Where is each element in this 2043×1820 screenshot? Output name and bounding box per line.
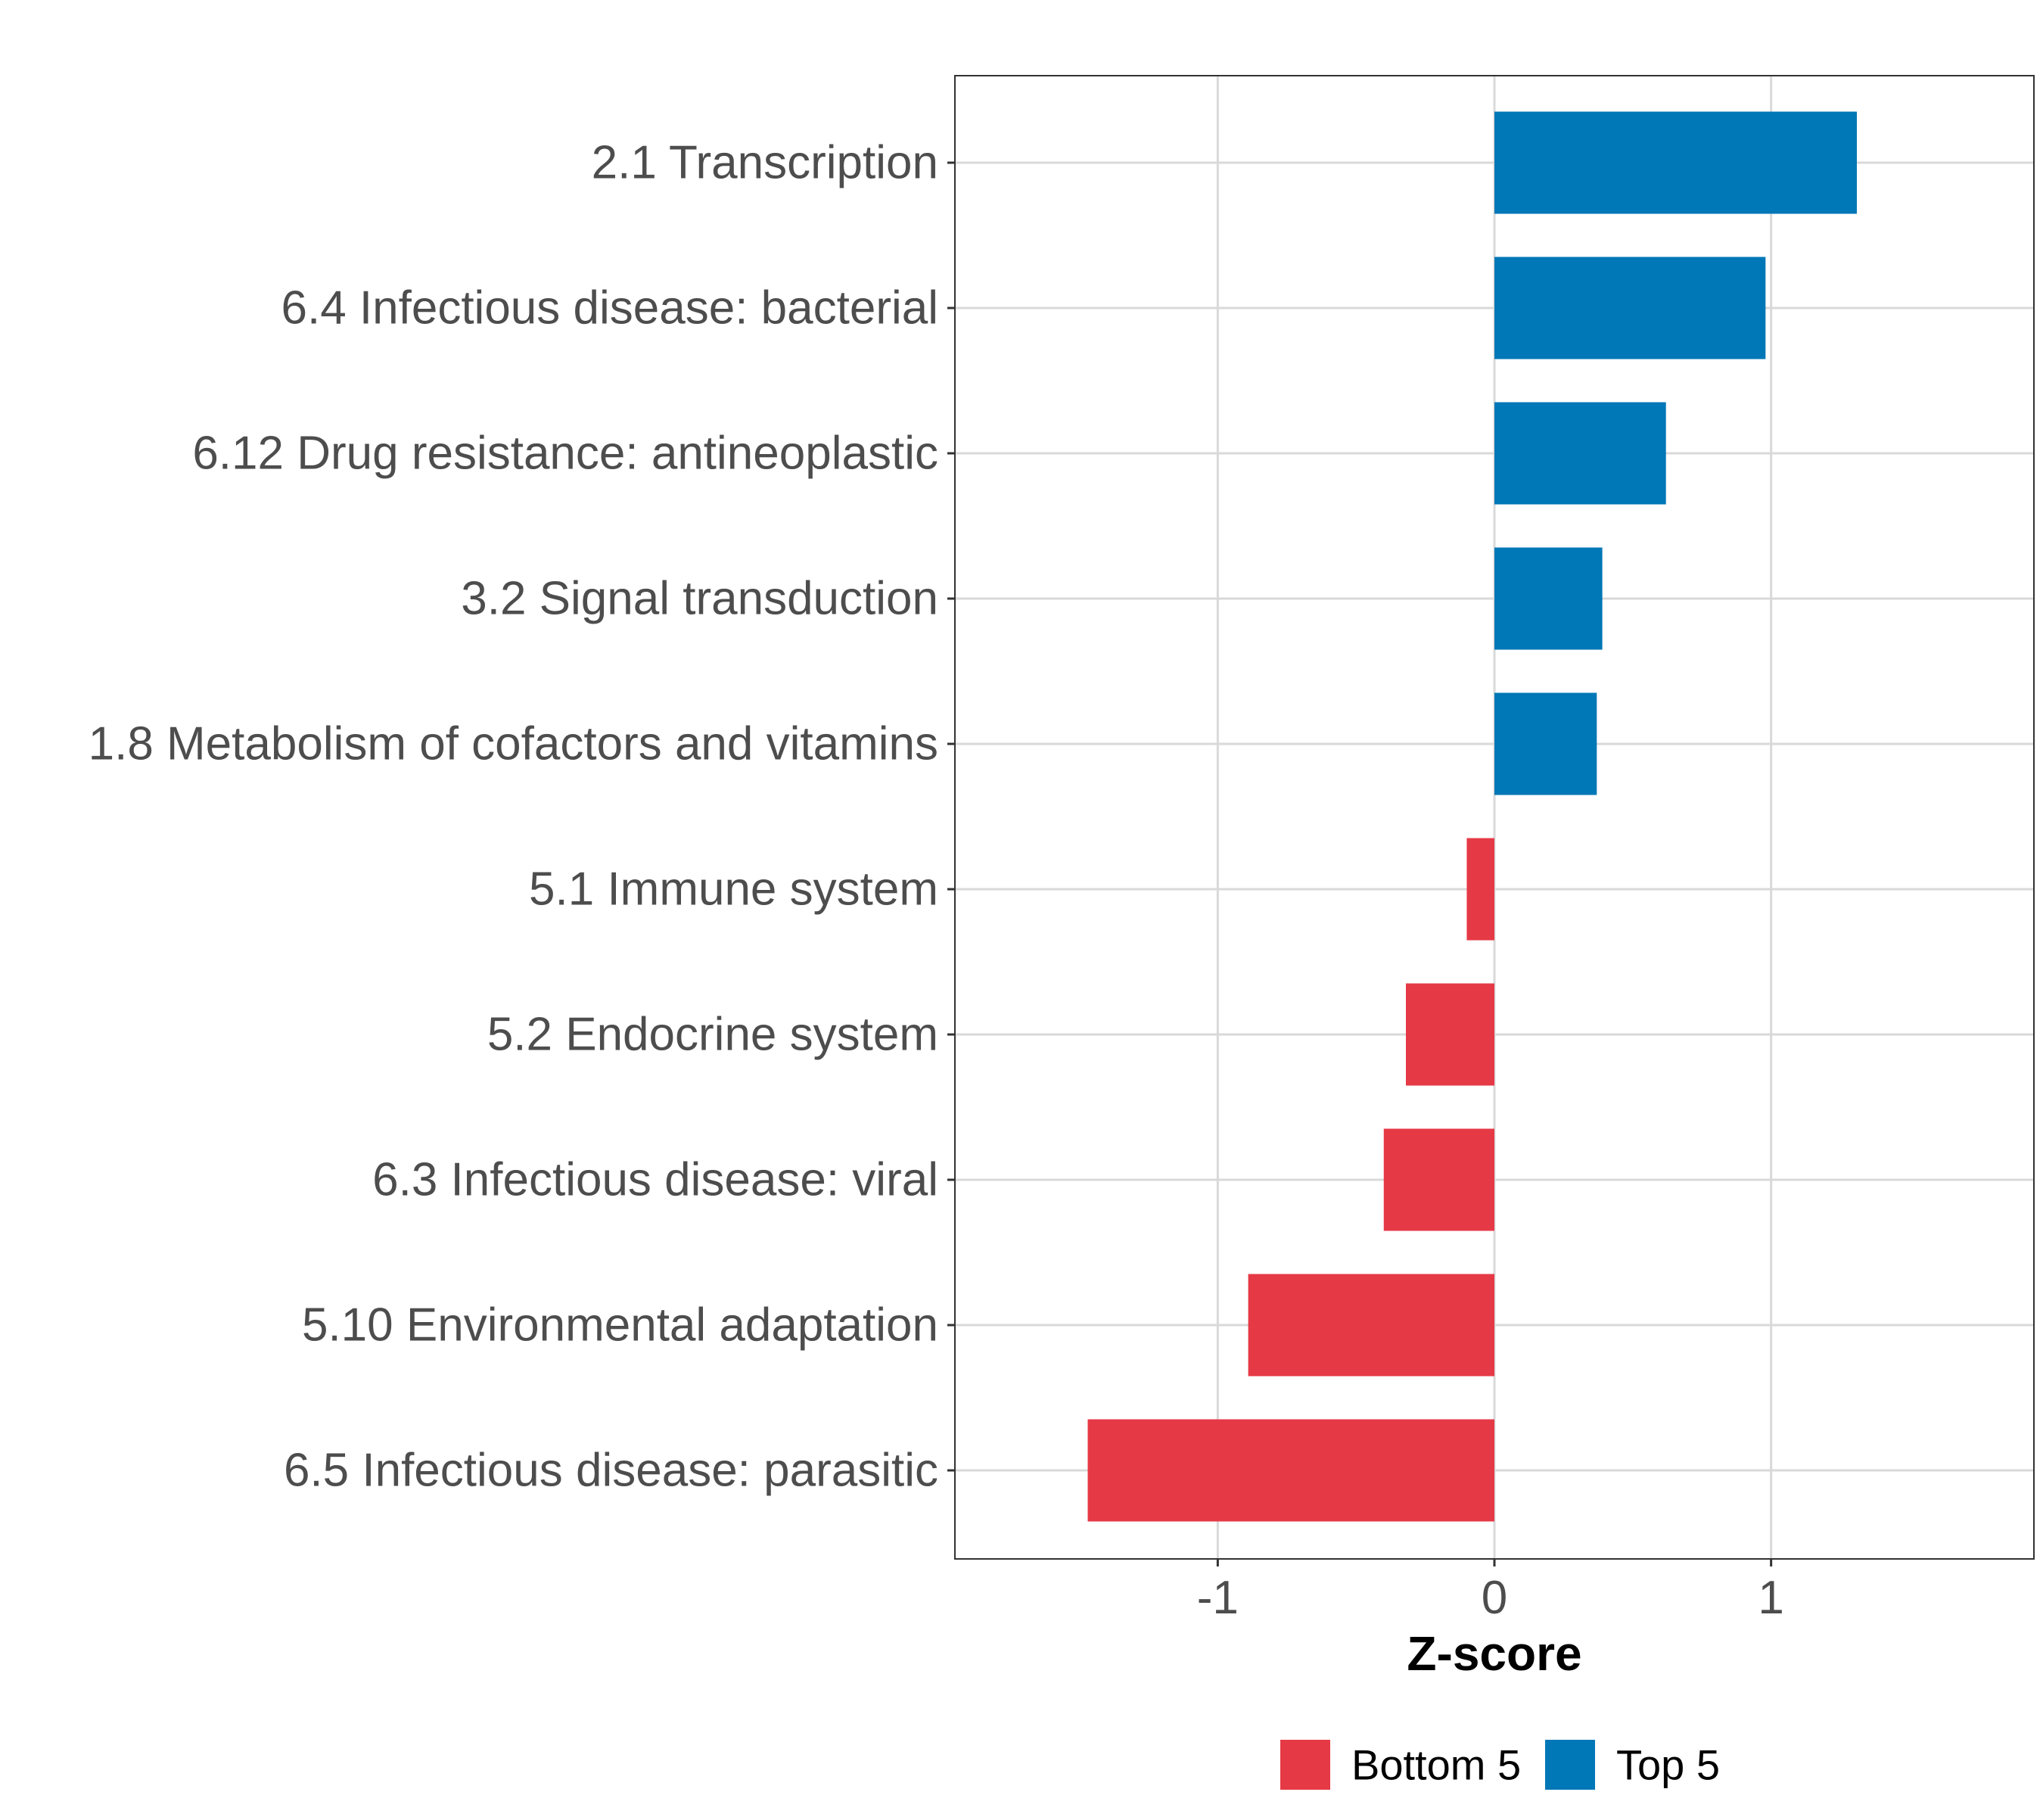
legend-key-2 xyxy=(1545,1740,1595,1790)
x-axis-title: Z-score xyxy=(1407,1626,1581,1681)
bar-5 xyxy=(1494,692,1597,795)
y-tick-label-4: 3.2 Signal transduction xyxy=(461,573,938,625)
bar-7 xyxy=(1405,983,1494,1086)
legend-key-1 xyxy=(1280,1740,1330,1790)
legend-label-2: Top 5 xyxy=(1616,1741,1720,1789)
bar-10 xyxy=(1087,1419,1494,1522)
x-tick-label-0: -1 xyxy=(1197,1572,1239,1624)
y-tick-label-10: 6.5 Infectious disease: parasitic xyxy=(284,1445,938,1497)
y-tick-label-6: 5.1 Immune system xyxy=(529,863,938,916)
x-tick-label-1: 0 xyxy=(1482,1572,1507,1624)
x-axis: -1 0 1 xyxy=(1197,1559,1784,1624)
y-tick-label-9: 5.10 Environmental adaptation xyxy=(302,1299,938,1352)
bar-9 xyxy=(1248,1274,1494,1377)
bar-6 xyxy=(1466,838,1494,941)
legend-label-1: Bottom 5 xyxy=(1351,1741,1521,1789)
y-tick-label-2: 6.4 Infectious disease: bacterial xyxy=(281,282,938,334)
y-axis: 2.1 Transcription 6.4 Infectious disease:… xyxy=(89,137,955,1497)
y-tick-label-7: 5.2 Endocrine system xyxy=(487,1009,938,1061)
y-tick-label-1: 2.1 Transcription xyxy=(592,137,938,189)
bar-4 xyxy=(1494,547,1603,650)
bar-8 xyxy=(1383,1128,1494,1231)
bar-1 xyxy=(1494,111,1857,214)
y-tick-label-8: 6.3 Infectious disease: viral xyxy=(372,1154,938,1206)
bars xyxy=(1087,111,1857,1522)
x-tick-label-2: 1 xyxy=(1758,1572,1783,1624)
y-tick-label-3: 6.12 Drug resistance: antineoplastic xyxy=(192,428,938,480)
y-tick-label-5: 1.8 Metabolism of cofactors and vitamins xyxy=(89,718,938,770)
legend: Bottom 5 Top 5 xyxy=(1280,1740,1720,1790)
bar-3 xyxy=(1494,402,1666,505)
bar-2 xyxy=(1494,257,1766,359)
